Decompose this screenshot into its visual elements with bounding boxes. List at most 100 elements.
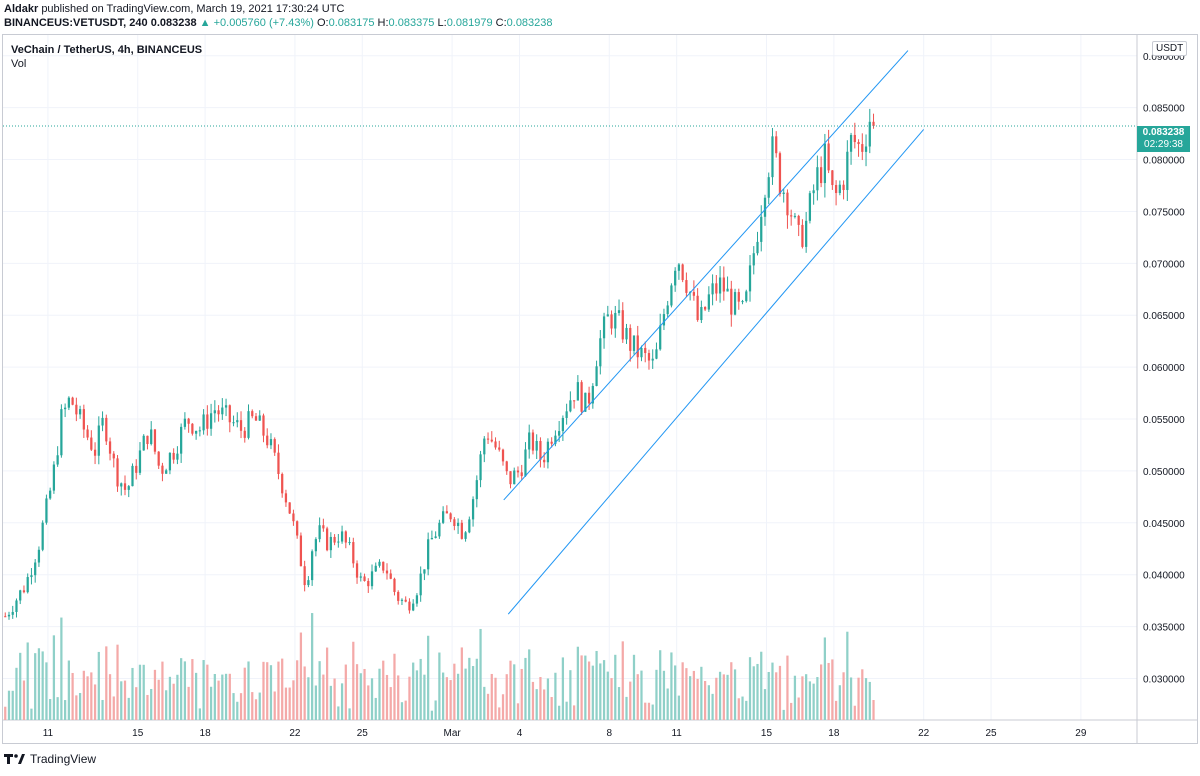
x-tick-label: 25 [357,728,369,739]
x-tick-label: 25 [985,728,997,739]
candle-body [292,513,295,522]
candle-body [864,146,868,152]
volume-bar [299,632,303,720]
volume-bar [217,680,220,720]
candle-body [71,397,74,405]
candle-body [82,409,85,430]
high-label: H: [377,17,389,29]
volume-bar [340,683,344,720]
candle-body [22,590,26,593]
open-label: O: [316,17,329,29]
volume-bar [872,700,875,720]
volume-bar [37,648,41,720]
volume-bar [857,677,860,720]
candle-body [756,241,759,254]
volume-bar [307,677,310,720]
volume-bar [269,665,273,720]
volume-bar [438,652,441,720]
candle-body [524,449,527,477]
candle-body [834,185,838,194]
candle-body [805,220,808,247]
volume-bar [116,644,119,720]
volume-bar [82,670,85,720]
candle-body [344,531,347,543]
author-name[interactable]: Aldakr [4,3,39,15]
volume-bar [546,678,550,720]
candle-body [202,414,205,431]
candle-body [318,525,321,540]
x-tick-label: 22 [918,728,930,739]
channel-lower-line [507,129,925,615]
low-label: L: [437,17,447,29]
candle-body [584,392,587,412]
volume-bar [382,660,385,720]
candle-body [655,349,658,359]
candle-body [209,413,213,429]
volume-bar [355,664,359,720]
price-change: ▲ +0.005760 (+7.43%) [199,17,314,29]
candle-body [337,541,340,543]
candle-body [763,197,767,217]
volume-bar [767,671,770,720]
candle-body [389,573,392,579]
candle-body [45,498,48,523]
volume-bar [490,673,493,720]
volume-bar [741,696,744,720]
y-tick-label: 0.030000 [1143,674,1185,685]
volume-bar [733,669,737,720]
volume-bar [232,693,235,720]
volume-bar [584,655,587,720]
candle-body [857,142,860,145]
volume-bar [561,657,565,720]
volume-bar [632,654,636,720]
candle-body [861,144,864,152]
candle-body [224,405,228,408]
volume-bar [142,664,145,720]
y-tick-label: 0.060000 [1143,363,1185,374]
candle-body [415,595,419,604]
volume-bar [842,672,845,720]
volume-bar [408,676,411,720]
volume-bar [150,688,153,720]
volume-bar [587,661,591,720]
currency-button[interactable]: USDT [1152,41,1188,56]
volume-bar [486,693,490,720]
volume-bar [52,635,56,720]
candle-body [707,294,710,310]
volume-bar [460,647,463,720]
y-tick-label: 0.055000 [1143,415,1185,426]
volume-bar [752,666,755,720]
volume-bar [722,674,725,720]
volume-bar [423,674,426,720]
candle-body [49,490,52,499]
volume-bar [442,672,445,720]
y-tick-label: 0.075000 [1143,207,1185,218]
candle-body [404,599,407,602]
volume-bar [715,677,718,720]
candle-body [838,184,841,194]
candle-body [78,409,82,415]
y-tick-label: 0.040000 [1143,571,1185,582]
footer-brand[interactable]: TradingView [30,752,97,766]
candle-body [543,459,546,463]
candle-body [636,335,639,358]
volume-bar [651,704,654,720]
volume-bar [284,687,288,720]
ohlc-legend: BINANCEUS:VETUSDT, 240 0.083238 ▲ +0.005… [4,17,553,29]
candle-body [599,338,602,367]
volume-bar [191,659,194,720]
volume-bar [681,662,684,720]
volume-bar [45,662,48,720]
candle-body [400,599,404,601]
candle-body [236,420,239,423]
volume-bar [127,697,130,720]
y-tick-label: 0.045000 [1143,519,1185,530]
candle-body [427,539,430,570]
chart-title: VeChain / TetherUS, 4h, BINANCEUS [11,44,203,56]
candle-body [217,410,220,415]
tradingview-logo-icon [4,754,25,764]
candle-body [711,283,714,295]
volume-bar [475,658,478,720]
volume-bar [273,691,276,720]
